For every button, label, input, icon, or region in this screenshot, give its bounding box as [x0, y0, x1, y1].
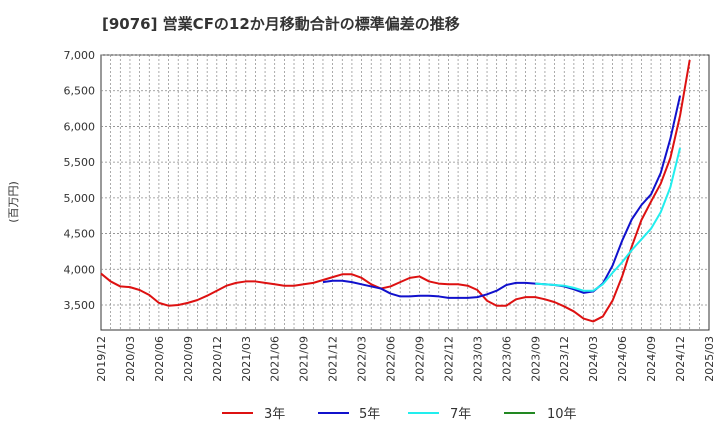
x-axis-ticks: 2019/12 2020/03 2020/06 2020/09 2020/12 2021/… [95, 336, 716, 382]
x-tick-label: 2022/09 [413, 336, 426, 382]
plot-area [100, 54, 710, 331]
x-tick-label: 2023/12 [558, 336, 571, 382]
legend-label-7y: 7年 [450, 407, 471, 422]
x-tick-label: 2020/09 [182, 336, 195, 382]
x-tick-label: 2020/03 [124, 336, 137, 382]
y-tick-label: 6,000 [64, 120, 96, 133]
y-tick-label: 7,000 [64, 49, 96, 62]
legend-label-3y: 3年 [264, 407, 285, 422]
series-line-1 [322, 95, 682, 299]
legend: 3年 5年 7年 10年 [222, 407, 577, 422]
x-tick-label: 2023/03 [471, 336, 484, 382]
y-tick-label: 4,000 [64, 263, 96, 276]
x-tick-label: 2022/03 [356, 336, 369, 382]
legend-label-10y: 10年 [547, 407, 577, 422]
x-tick-label: 2024/03 [587, 336, 600, 382]
y-tick-label: 4,500 [64, 228, 96, 241]
chart-title: [9076] 営業CFの12か月移動合計の標準偏差の推移 [102, 15, 460, 33]
x-tick-label: 2023/06 [500, 336, 513, 382]
x-tick-label: 2021/06 [269, 336, 282, 382]
x-tick-label: 2022/06 [385, 336, 398, 382]
x-tick-label: 2025/03 [703, 336, 716, 382]
x-tick-label: 2022/12 [442, 336, 455, 382]
series-lines [100, 59, 691, 323]
y-axis-label: (百万円) [7, 181, 20, 223]
series-line-0 [100, 59, 691, 323]
x-tick-label: 2021/09 [298, 336, 311, 382]
legend-label-5y: 5年 [359, 407, 380, 422]
x-tick-label: 2023/09 [529, 336, 542, 382]
x-tick-label: 2024/12 [674, 336, 687, 382]
x-tick-label: 2020/12 [211, 336, 224, 382]
y-axis-ticks: 3,500 4,000 4,500 5,000 5,500 6,000 6,500 7,000 [64, 49, 96, 312]
series-line-2 [535, 147, 682, 292]
y-tick-label: 3,500 [64, 299, 96, 312]
y-tick-label: 5,000 [64, 192, 96, 205]
x-tick-label: 2024/09 [645, 336, 658, 382]
x-tick-label: 2021/12 [327, 336, 340, 382]
y-tick-label: 5,500 [64, 156, 96, 169]
x-tick-label: 2021/03 [240, 336, 253, 382]
x-tick-label: 2024/06 [616, 336, 629, 382]
x-tick-label: 2020/06 [153, 336, 166, 382]
x-tick-label: 2019/12 [95, 336, 108, 382]
grid-lines [101, 54, 709, 330]
y-tick-label: 6,500 [64, 85, 96, 98]
